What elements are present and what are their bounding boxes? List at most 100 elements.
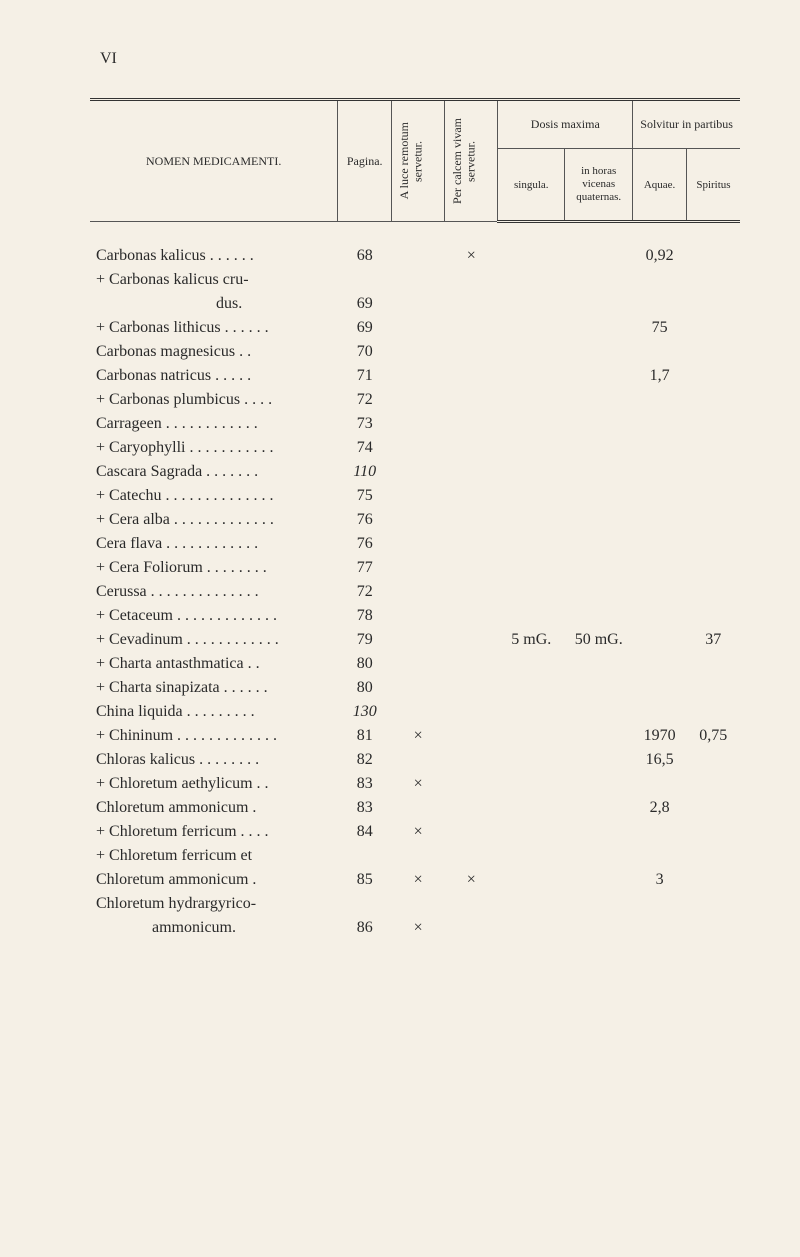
cell-calcem: [445, 916, 498, 940]
header-pagina: Pagina.: [338, 100, 392, 222]
cell-pagina: 110: [338, 460, 392, 484]
cell-name: + Chloretum ferricum . . . .: [90, 820, 338, 844]
cell-aquae: [633, 292, 687, 316]
table-row: + Cera alba . . . . . . . . . . . . .76: [90, 508, 740, 532]
cell-name: Carbonas kalicus . . . . . .: [90, 222, 338, 269]
header-nomen: NOMEN MEDICAMENTI.: [90, 100, 338, 222]
cell-luce: [392, 892, 445, 916]
cell-spiritus: [686, 484, 740, 508]
table-row: Carrageen . . . . . . . . . . . .73: [90, 412, 740, 436]
cell-name: + Cevadinum . . . . . . . . . . . .: [90, 628, 338, 652]
cell-calcem: [445, 652, 498, 676]
cell-name: Cascara Sagrada . . . . . . .: [90, 460, 338, 484]
cell-singula: [498, 652, 565, 676]
cell-calcem: ×: [445, 222, 498, 269]
cell-name: Carbonas magnesicus . .: [90, 340, 338, 364]
cell-spiritus: [686, 340, 740, 364]
cell-horas: [565, 844, 633, 868]
cell-singula: [498, 556, 565, 580]
cell-spiritus: [686, 844, 740, 868]
table-row: Chloras kalicus . . . . . . . .8216,5: [90, 748, 740, 772]
cell-pagina: 72: [338, 580, 392, 604]
cell-singula: [498, 388, 565, 412]
table-row: + Chininum . . . . . . . . . . . . .81×1…: [90, 724, 740, 748]
cell-aquae: 2,8: [633, 796, 687, 820]
cell-horas: [565, 460, 633, 484]
table-row: + Carbonas kalicus cru-: [90, 268, 740, 292]
cell-spiritus: [686, 820, 740, 844]
cell-spiritus: [686, 580, 740, 604]
cell-spiritus: [686, 892, 740, 916]
cell-calcem: [445, 700, 498, 724]
cell-pagina: 77: [338, 556, 392, 580]
cell-name: + Charta sinapizata . . . . . .: [90, 676, 338, 700]
cell-singula: [498, 820, 565, 844]
cell-luce: [392, 412, 445, 436]
cell-aquae: 75: [633, 316, 687, 340]
cell-horas: [565, 268, 633, 292]
cell-pagina: 69: [338, 316, 392, 340]
cell-name: China liquida . . . . . . . . .: [90, 700, 338, 724]
cell-singula: [498, 292, 565, 316]
cell-luce: [392, 676, 445, 700]
cell-luce: [392, 436, 445, 460]
cell-aquae: 1,7: [633, 364, 687, 388]
cell-pagina: 82: [338, 748, 392, 772]
cell-calcem: [445, 268, 498, 292]
cell-pagina: 73: [338, 412, 392, 436]
table-row: + Charta sinapizata . . . . . .80: [90, 676, 740, 700]
table-row: Carbonas natricus . . . . .711,7: [90, 364, 740, 388]
cell-horas: [565, 508, 633, 532]
cell-singula: [498, 604, 565, 628]
cell-luce: [392, 508, 445, 532]
cell-name: + Chloretum aethylicum . .: [90, 772, 338, 796]
cell-horas: [565, 604, 633, 628]
cell-name: + Caryophylli . . . . . . . . . . .: [90, 436, 338, 460]
cell-pagina: 72: [338, 388, 392, 412]
cell-aquae: 16,5: [633, 748, 687, 772]
table-row: + Catechu . . . . . . . . . . . . . .75: [90, 484, 740, 508]
cell-horas: [565, 652, 633, 676]
cell-spiritus: [686, 364, 740, 388]
cell-calcem: [445, 340, 498, 364]
cell-horas: [565, 222, 633, 269]
cell-horas: [565, 820, 633, 844]
cell-singula: [498, 364, 565, 388]
table-row: Carbonas magnesicus . .70: [90, 340, 740, 364]
cell-spiritus: [686, 868, 740, 892]
cell-horas: [565, 700, 633, 724]
cell-singula: [498, 222, 565, 269]
cell-calcem: [445, 460, 498, 484]
cell-horas: [565, 892, 633, 916]
cell-aquae: [633, 532, 687, 556]
cell-luce: [392, 316, 445, 340]
header-calcem: Per calcem vivam servetur.: [445, 100, 498, 222]
cell-pagina: 80: [338, 652, 392, 676]
cell-singula: [498, 340, 565, 364]
table-row: + Cera Foliorum . . . . . . . .77: [90, 556, 740, 580]
cell-name: Chloretum ammonicum .: [90, 868, 338, 892]
cell-pagina: 80: [338, 676, 392, 700]
cell-singula: [498, 484, 565, 508]
cell-luce: [392, 292, 445, 316]
cell-pagina: 68: [338, 222, 392, 269]
cell-spiritus: [686, 412, 740, 436]
cell-singula: [498, 580, 565, 604]
cell-calcem: [445, 364, 498, 388]
cell-aquae: [633, 820, 687, 844]
cell-horas: [565, 916, 633, 940]
cell-aquae: [633, 628, 687, 652]
cell-calcem: [445, 388, 498, 412]
cell-spiritus: [686, 700, 740, 724]
medicament-table: NOMEN MEDICAMENTI. Pagina. A luce remotu…: [90, 98, 740, 940]
cell-calcem: [445, 676, 498, 700]
cell-singula: [498, 772, 565, 796]
cell-horas: [565, 676, 633, 700]
cell-luce: [392, 700, 445, 724]
table-row: + Cevadinum . . . . . . . . . . . .795 m…: [90, 628, 740, 652]
cell-spiritus: [686, 796, 740, 820]
cell-name: + Carbonas kalicus cru-: [90, 268, 338, 292]
table-row: Chloretum ammonicum .85××3: [90, 868, 740, 892]
cell-aquae: [633, 508, 687, 532]
cell-luce: [392, 484, 445, 508]
